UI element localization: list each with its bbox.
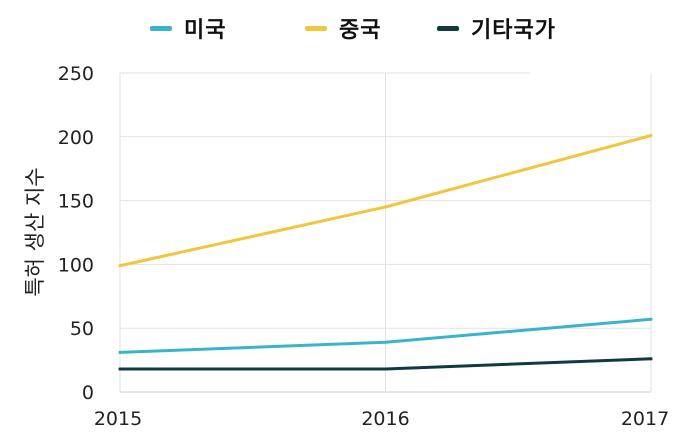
y-tick-label-0: 0 — [82, 382, 94, 404]
legend-item-usa[interactable]: 미국 — [150, 10, 226, 46]
legend-swatch-others — [437, 25, 459, 31]
data-point-s0-2017 — [649, 317, 653, 321]
y-axis-ticks: 0 50 100 150 200 250 — [58, 63, 94, 404]
legend-label-usa: 미국 — [184, 18, 227, 43]
x-tick-label-2016: 2016 — [361, 408, 409, 430]
y-tick-label-200: 200 — [58, 127, 94, 149]
x-tick-label-2015: 2015 — [94, 408, 142, 430]
legend-item-china[interactable]: 중국 — [305, 10, 381, 46]
legend-item-others[interactable]: 기타국가 — [437, 10, 556, 46]
y-tick-label-250: 250 — [58, 63, 94, 85]
data-point-s2-2016 — [384, 367, 387, 371]
x-axis-ticks: 2015 2016 2017 — [94, 408, 669, 430]
series-lines — [118, 134, 653, 371]
data-point-s1-2017 — [649, 134, 653, 138]
y-tick-label-100: 100 — [58, 254, 94, 276]
data-point-s1-2016 — [384, 205, 387, 209]
data-point-s2-2017 — [649, 357, 653, 361]
data-point-s0-2015 — [118, 350, 122, 354]
legend-swatch-usa — [150, 25, 172, 31]
legend-label-china: 중국 — [339, 18, 382, 43]
x-tick-label-2017: 2017 — [621, 408, 669, 430]
y-tick-label-150: 150 — [58, 191, 94, 213]
y-axis-label: 특허 생산 지수 — [23, 167, 47, 296]
legend: 미국 중국 기타국가 — [0, 10, 694, 46]
data-point-s2-2015 — [118, 367, 122, 371]
legend-swatch-china — [305, 25, 327, 31]
data-point-s1-2015 — [118, 264, 122, 268]
data-point-s0-2016 — [384, 340, 387, 344]
legend-label-others: 기타국가 — [471, 18, 556, 43]
y-tick-label-50: 50 — [70, 318, 94, 340]
grid-lines — [119, 72, 652, 393]
